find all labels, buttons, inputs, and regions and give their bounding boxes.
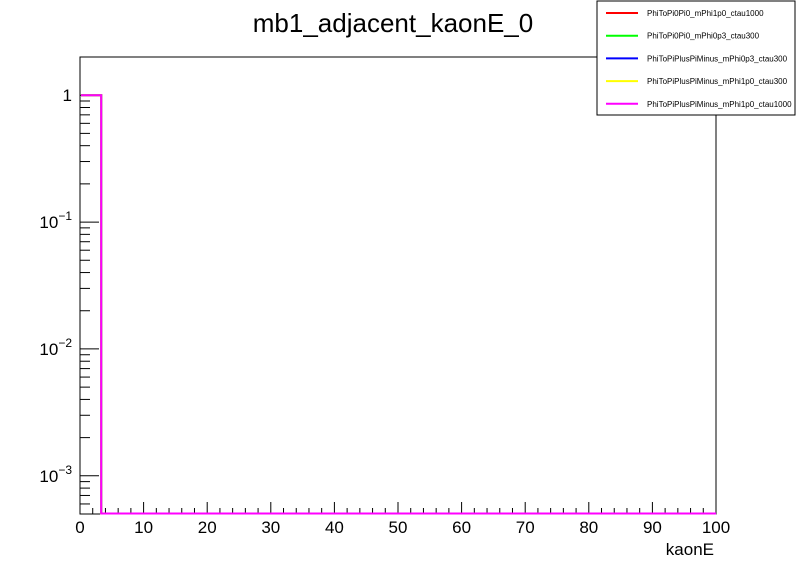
x-tick-label: 30 — [261, 518, 280, 537]
series-line-1 — [81, 94, 716, 515]
y-tick-exponent: −1 — [58, 209, 72, 223]
x-tick-label: 60 — [452, 518, 471, 537]
y-tick-base: 10 — [39, 467, 58, 486]
x-tick-label: 50 — [389, 518, 408, 537]
y-tick-label: 10−3 — [39, 463, 72, 486]
x-tick-label: 40 — [325, 518, 344, 537]
series-line-2 — [81, 94, 716, 515]
y-axis: 110−110−210−3 — [39, 56, 99, 515]
y-tick-label: 10−2 — [39, 336, 72, 359]
series-line-3 — [81, 94, 716, 515]
y-tick-exponent: −3 — [58, 463, 72, 477]
x-tick-label: 10 — [134, 518, 153, 537]
x-axis: 0 10 20 30 40 50 60 70 80 90 100 — [75, 502, 730, 537]
y-tick-label: 1 — [63, 86, 72, 105]
legend-entry: PhiToPi0Pi0_mPhi0p3_ctau300 — [647, 32, 760, 41]
y-tick-exponent: −2 — [58, 336, 72, 350]
legend: PhiToPi0Pi0_mPhi1p0_ctau1000 PhiToPi0Pi0_… — [596, 0, 796, 116]
x-tick-label: 20 — [198, 518, 217, 537]
legend-entry: PhiToPiPlusPiMinus_mPhi0p3_ctau300 — [647, 54, 788, 63]
x-tick-label: 0 — [75, 518, 84, 537]
x-tick-label: 80 — [579, 518, 598, 537]
legend-entry: PhiToPiPlusPiMinus_mPhi1p0_ctau1000 — [647, 100, 792, 109]
x-axis-title: kaonE — [666, 540, 714, 559]
series-line-4 — [81, 94, 716, 515]
y-tick-label: 10−1 — [39, 209, 72, 232]
plot-frame — [79, 56, 717, 515]
legend-entry: PhiToPiPlusPiMinus_mPhi1p0_ctau300 — [647, 77, 788, 86]
series-layer — [81, 94, 716, 515]
x-tick-label: 90 — [643, 518, 662, 537]
x-tick-label: 100 — [702, 518, 730, 537]
legend-entry: PhiToPi0Pi0_mPhi1p0_ctau1000 — [647, 9, 764, 18]
y-tick-base: 10 — [39, 340, 58, 359]
chart-title: mb1_adjacent_kaonE_0 — [253, 8, 533, 38]
series-line-0 — [81, 94, 716, 515]
y-tick-base: 10 — [39, 213, 58, 232]
x-tick-label: 70 — [516, 518, 535, 537]
